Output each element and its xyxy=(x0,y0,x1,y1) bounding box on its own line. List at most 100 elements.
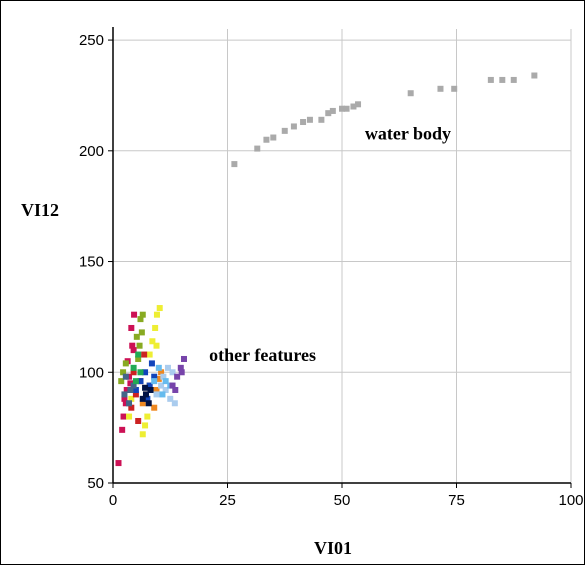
point-s0-12 xyxy=(343,105,350,112)
point-s0-18 xyxy=(487,76,494,83)
point-s10-0 xyxy=(169,382,176,389)
point-s1-2 xyxy=(120,413,127,420)
point-s11-0 xyxy=(121,391,128,398)
point-s0-6 xyxy=(300,119,307,126)
point-s2-7 xyxy=(139,311,146,318)
x-tick-label-2: 50 xyxy=(334,492,351,509)
point-s1-5 xyxy=(126,373,133,380)
point-s11-3 xyxy=(122,373,129,380)
point-s2-4 xyxy=(136,342,143,349)
y-tick-label-2: 150 xyxy=(79,254,104,271)
point-s0-4 xyxy=(281,127,288,134)
point-s0-3 xyxy=(270,134,277,141)
point-s0-1 xyxy=(254,145,261,152)
annotation-other-features: other features xyxy=(209,345,316,365)
point-s8-3 xyxy=(164,364,171,371)
point-s11-4 xyxy=(127,386,134,393)
point-s2-6 xyxy=(137,316,144,323)
point-s2-8 xyxy=(133,333,140,340)
point-s1-9 xyxy=(131,311,138,318)
point-s3-3 xyxy=(146,351,153,358)
point-s1-8 xyxy=(128,324,135,331)
point-s0-9 xyxy=(325,110,332,117)
point-s3-8 xyxy=(153,342,160,349)
point-s3-6 xyxy=(153,311,160,318)
point-s8-2 xyxy=(160,373,167,380)
point-s9-4 xyxy=(159,391,166,398)
point-s2-2 xyxy=(122,360,129,367)
point-s4-5 xyxy=(158,369,165,376)
point-s6-4 xyxy=(151,373,158,380)
point-s6-3 xyxy=(144,395,151,402)
axes xyxy=(108,27,572,488)
point-s1-10 xyxy=(130,347,137,354)
point-s5-5 xyxy=(141,351,148,358)
point-s5-0 xyxy=(128,404,135,411)
point-s7-1 xyxy=(142,391,149,398)
point-s0-11 xyxy=(339,105,345,112)
point-s0-17 xyxy=(451,85,458,92)
point-s3-9 xyxy=(128,395,135,402)
data-points xyxy=(115,72,538,467)
x-tick-label-4: 100 xyxy=(558,492,583,509)
x-tick-label-3: 75 xyxy=(448,492,465,509)
point-s12-1 xyxy=(135,351,142,358)
point-s6-2 xyxy=(146,382,153,389)
point-s11-1 xyxy=(126,400,133,407)
point-s8-7 xyxy=(162,386,169,393)
point-s0-14 xyxy=(355,101,362,108)
point-s0-16 xyxy=(437,85,444,92)
point-s11-2 xyxy=(130,382,137,389)
point-s8-0 xyxy=(153,391,160,398)
point-s3-10 xyxy=(126,413,133,420)
point-s3-5 xyxy=(152,324,159,331)
point-s4-6 xyxy=(151,404,158,411)
point-s1-11 xyxy=(127,380,134,387)
point-s8-5 xyxy=(167,395,174,402)
point-s0-7 xyxy=(306,116,313,123)
point-s2-1 xyxy=(120,369,127,376)
point-s0-20 xyxy=(510,76,517,83)
point-s6-1 xyxy=(142,369,149,376)
point-s0-2 xyxy=(263,136,270,143)
y-axis-label: VI12 xyxy=(21,200,59,220)
point-s5-4 xyxy=(130,369,137,376)
point-s8-4 xyxy=(169,369,176,376)
point-s0-0 xyxy=(231,161,238,168)
point-s0-15 xyxy=(407,90,414,97)
point-s3-7 xyxy=(156,305,163,312)
grid-lines xyxy=(113,29,572,484)
point-s10-5 xyxy=(178,369,185,376)
point-s2-0 xyxy=(118,378,125,385)
point-s12-3 xyxy=(132,378,139,385)
point-s1-1 xyxy=(119,426,126,433)
point-s0-19 xyxy=(499,76,506,83)
y-tick-label-3: 200 xyxy=(79,143,104,160)
point-s1-7 xyxy=(129,342,136,349)
point-s4-4 xyxy=(155,375,162,382)
point-s6-6 xyxy=(148,360,155,367)
point-s7-4 xyxy=(147,386,154,393)
point-s1-4 xyxy=(123,386,130,393)
y-tick-label-0: 50 xyxy=(87,475,104,492)
point-s1-0 xyxy=(115,460,122,467)
point-s10-1 xyxy=(174,373,181,380)
point-s9-0 xyxy=(151,378,158,385)
point-s4-3 xyxy=(153,386,160,393)
point-s7-0 xyxy=(139,395,146,402)
point-s0-8 xyxy=(318,116,325,123)
point-s10-4 xyxy=(172,386,179,393)
point-s8-6 xyxy=(171,400,178,407)
point-s3-4 xyxy=(149,338,156,345)
point-s3-0 xyxy=(139,431,146,438)
point-s12-2 xyxy=(137,369,144,376)
point-s7-2 xyxy=(145,400,152,407)
point-s8-1 xyxy=(158,382,165,389)
point-s10-2 xyxy=(177,364,184,371)
x-tick-label-1: 25 xyxy=(219,492,236,509)
point-s1-3 xyxy=(122,400,129,407)
point-s4-0 xyxy=(139,400,146,407)
point-s9-2 xyxy=(162,378,169,385)
